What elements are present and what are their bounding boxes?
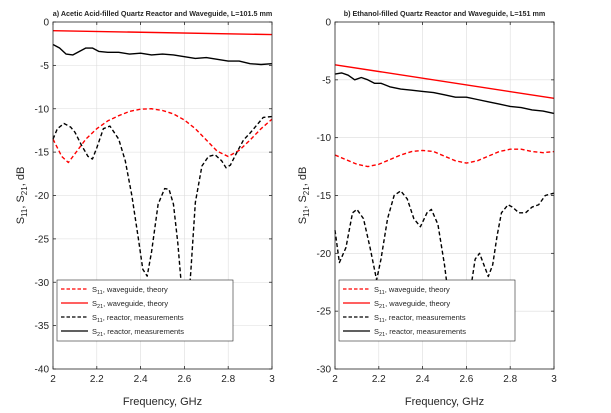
legend-entry-part: , reactor, measurements: [385, 327, 466, 336]
x-axis-label: Frequency, GHz: [405, 396, 484, 408]
y-tick-label: -5: [40, 61, 49, 72]
y-tick-label: -25: [317, 307, 332, 318]
legend-entry-sub: 11: [379, 318, 385, 324]
series-line: [52, 108, 273, 164]
legend-entry-part: , waveguide, theory: [385, 299, 450, 308]
x-tick-label: 2.2: [90, 374, 104, 385]
y-tick-label: -10: [35, 104, 50, 115]
legend-entry: S21, reactor, measurements: [92, 327, 184, 338]
x-tick-label: 3: [269, 374, 275, 385]
legend-entry: S21, reactor, measurements: [374, 327, 466, 338]
legend-entry: S11, waveguide, theory: [92, 285, 168, 296]
y-tick-label: -10: [317, 133, 332, 144]
chart-title: a) Acetic Acid-filled Quartz Reactor and…: [53, 9, 272, 18]
legend-entry: S11, waveguide, theory: [374, 285, 450, 296]
x-tick-label: 2.4: [416, 374, 430, 385]
legend-entry-part: , reactor, measurements: [103, 327, 184, 336]
legend-entry: S11, reactor, measurements: [374, 313, 466, 324]
y-axis-label-sub: 21: [302, 186, 311, 195]
x-tick-label: 2: [332, 374, 338, 385]
y-axis-label-sub: 11: [302, 208, 311, 217]
legend-entry-part: S: [92, 313, 97, 322]
legend-entry-part: S: [92, 299, 97, 308]
series-line: [334, 148, 555, 168]
legend-entry-sub: 11: [379, 290, 385, 296]
legend-entry-sub: 21: [379, 332, 385, 338]
legend-entry-part: , reactor, measurements: [103, 313, 184, 322]
legend-entry-part: S: [374, 313, 379, 322]
x-tick-label: 2.8: [221, 374, 235, 385]
legend-entry-part: S: [92, 285, 97, 294]
legend-entry-part: S: [92, 327, 97, 336]
y-axis-label: S11, S21, dB: [297, 167, 311, 225]
y-axis-label-part: S: [15, 217, 27, 224]
legend-entry-sub: 21: [379, 304, 385, 310]
y-tick-label: -20: [317, 249, 332, 260]
y-axis-label-sub: 11: [20, 208, 29, 217]
x-tick-label: 2: [50, 374, 56, 385]
panel-b: 2 2.2 2.4 2.6 2.8 3 0 -5 -10 -15 -20 -25 -30 b) Ethan…: [297, 9, 557, 408]
legend-entry-sub: 11: [97, 318, 103, 324]
series-line: [52, 43, 273, 66]
y-axis-label-part: , S: [297, 195, 309, 208]
legend-entry-sub: 11: [97, 290, 103, 296]
chart-title: b) Ethanol-filled Quartz Reactor and Wav…: [344, 9, 546, 18]
legend-entry-part: , waveguide, theory: [103, 285, 168, 294]
legend-entry: S21, waveguide, theory: [374, 299, 450, 310]
y-tick-label: -25: [35, 234, 50, 245]
y-axis-label-sub: 21: [20, 186, 29, 195]
legend-entry-sub: 21: [97, 332, 103, 338]
y-tick-label: -30: [317, 365, 332, 376]
y-tick-label: 0: [43, 18, 49, 29]
legend-entry-part: , reactor, measurements: [385, 313, 466, 322]
legend-entry-part: S: [374, 285, 379, 294]
y-tick-label: 0: [325, 18, 331, 29]
x-tick-label: 2.6: [459, 374, 473, 385]
legend-entry: S11, reactor, measurements: [92, 313, 184, 324]
y-axis-label-part: S: [297, 217, 309, 224]
y-tick-label: -20: [35, 191, 50, 202]
y-axis-label-part: , dB: [297, 167, 309, 187]
series-line: [52, 115, 273, 331]
y-tick-label: -5: [322, 75, 331, 86]
y-axis-label: S11, S21, dB: [15, 167, 29, 225]
panel-a: 2 2.2 2.4 2.6 2.8 3 0 -5 -10 -15 -20 -25 -30 -35 -40 a)…: [15, 9, 275, 408]
y-axis-label-part: , S: [15, 195, 27, 208]
legend-entry-part: S: [374, 299, 379, 308]
y-axis-label-part: , dB: [15, 167, 27, 187]
legend-entry-sub: 21: [97, 304, 103, 310]
legend-entry: S21, waveguide, theory: [92, 299, 168, 310]
series-line: [334, 64, 555, 100]
legend-entry-part: , waveguide, theory: [385, 285, 450, 294]
x-tick-label: 2.4: [134, 374, 148, 385]
y-tick-label: -30: [35, 278, 50, 289]
y-tick-label: -15: [317, 191, 332, 202]
y-tick-label: -35: [35, 321, 50, 332]
x-tick-label: 2.2: [372, 374, 386, 385]
series-line: [334, 72, 555, 115]
y-tick-label: -40: [35, 365, 50, 376]
x-tick-label: 3: [551, 374, 557, 385]
x-tick-label: 2.6: [177, 374, 191, 385]
x-axis-label: Frequency, GHz: [123, 396, 202, 408]
x-tick-label: 2.8: [503, 374, 517, 385]
legend-entry-part: S: [374, 327, 379, 336]
series-line: [52, 29, 273, 36]
y-tick-label: -15: [35, 148, 50, 159]
legend-entry-part: , waveguide, theory: [103, 299, 168, 308]
